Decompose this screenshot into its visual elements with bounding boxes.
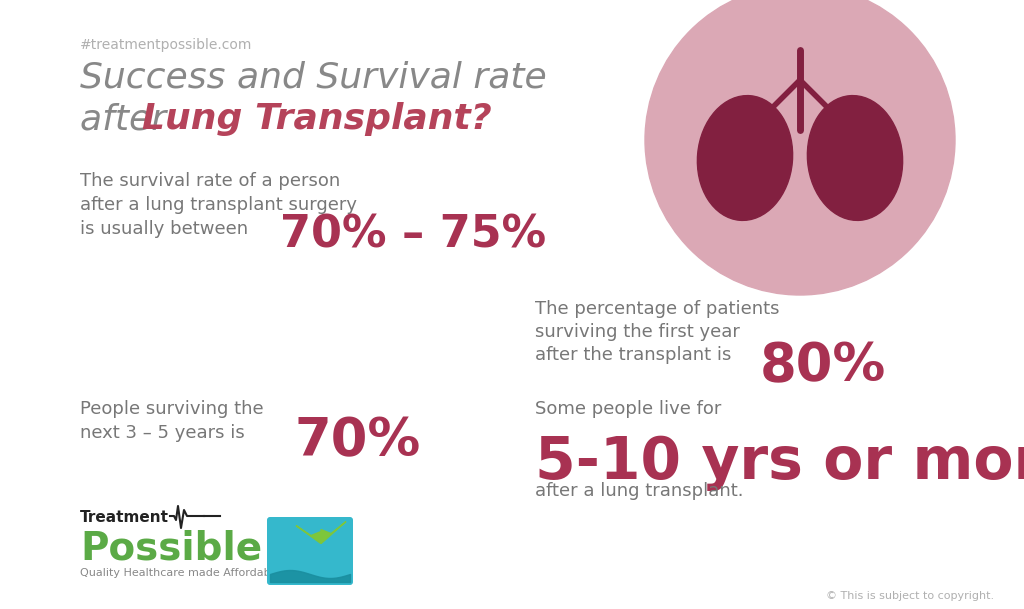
- Ellipse shape: [807, 96, 902, 220]
- Circle shape: [645, 0, 955, 295]
- Text: 70% – 75%: 70% – 75%: [280, 213, 546, 256]
- Text: next 3 – 5 years is: next 3 – 5 years is: [80, 424, 245, 442]
- Text: surviving the first year: surviving the first year: [535, 323, 740, 341]
- Text: The survival rate of a person: The survival rate of a person: [80, 172, 340, 190]
- Text: is usually between: is usually between: [80, 220, 248, 238]
- Text: People surviving the: People surviving the: [80, 400, 263, 418]
- Text: 80%: 80%: [760, 340, 886, 392]
- Text: after: after: [80, 102, 177, 136]
- Text: Lung Transplant?: Lung Transplant?: [142, 102, 492, 136]
- Text: Treatment: Treatment: [80, 510, 169, 525]
- Text: Quality Healthcare made Affordable: Quality Healthcare made Affordable: [80, 568, 281, 578]
- Text: The percentage of patients: The percentage of patients: [535, 300, 779, 318]
- Ellipse shape: [697, 96, 793, 220]
- FancyBboxPatch shape: [267, 517, 353, 585]
- Text: 5-10 yrs or more: 5-10 yrs or more: [535, 434, 1024, 491]
- Ellipse shape: [785, 180, 815, 220]
- Text: Possible: Possible: [80, 530, 262, 568]
- Text: after a lung transplant surgery: after a lung transplant surgery: [80, 196, 357, 214]
- Polygon shape: [321, 521, 346, 544]
- Text: #treatmentpossible.com: #treatmentpossible.com: [80, 38, 252, 52]
- Polygon shape: [296, 526, 321, 544]
- Text: after the transplant is: after the transplant is: [535, 346, 731, 364]
- Text: Some people live for: Some people live for: [535, 400, 721, 418]
- Text: Success and Survival rate: Success and Survival rate: [80, 60, 547, 94]
- Text: after a lung transplant.: after a lung transplant.: [535, 482, 743, 500]
- Text: © This is subject to copyright.: © This is subject to copyright.: [826, 591, 994, 601]
- Text: 70%: 70%: [295, 415, 421, 467]
